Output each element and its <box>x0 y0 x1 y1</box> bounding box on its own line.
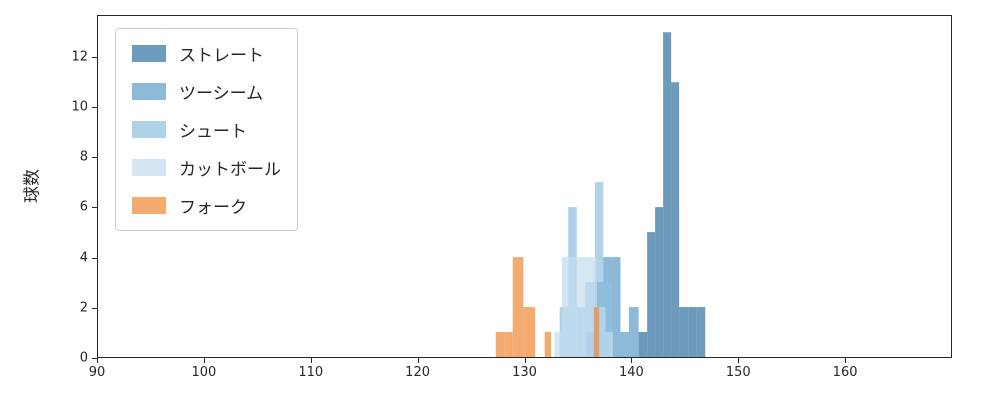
legend-swatch-two-seam <box>132 83 166 100</box>
legend: ストレートツーシームシュートカットボール フォーク <box>115 28 298 231</box>
y-tick-mark <box>92 157 97 158</box>
hist-bar-straight <box>655 207 664 357</box>
hist-bar-cut-ball <box>570 257 579 357</box>
legend-label: フォーク <box>179 198 247 218</box>
hist-bar-fork <box>593 307 600 357</box>
hist-bar-straight <box>679 307 689 357</box>
x-tick-label: 110 <box>298 365 324 380</box>
hist-bar-straight <box>696 307 706 357</box>
hist-bar-fork <box>495 332 505 357</box>
x-tick-label: 140 <box>618 365 644 380</box>
y-tick-mark <box>92 207 97 209</box>
x-tick-label: 90 <box>88 365 106 380</box>
legend-swatch-cut-ball <box>132 159 166 176</box>
x-tick-mark <box>310 358 312 363</box>
hist-bar-shuuto <box>594 182 604 357</box>
hist-bar-cut-ball <box>578 257 588 357</box>
legend-swatch-straight <box>132 45 166 62</box>
bars-layer <box>495 32 706 357</box>
y-tick-label: 8 <box>79 149 88 165</box>
y-tick-label: 10 <box>71 99 88 115</box>
x-tick-mark <box>203 358 205 363</box>
y-tick-label: 12 <box>71 49 88 64</box>
hist-bar-cut-ball <box>554 332 562 357</box>
legend-item-two-seam: ツーシーム <box>132 79 281 104</box>
legend-swatch-fork <box>132 197 166 214</box>
y-tick-label: 4 <box>79 250 88 265</box>
hist-bar-shuuto <box>603 282 612 357</box>
hist-bar-two-seam <box>611 257 621 357</box>
legend-label: ツーシーム <box>179 84 264 104</box>
hist-bar-cut-ball <box>597 307 606 357</box>
hist-bar-cut-ball <box>605 332 613 357</box>
hist-bar-cut-ball <box>587 257 598 357</box>
x-tick-label: 100 <box>191 365 217 380</box>
hist-bar-fork <box>504 332 513 357</box>
legend-label: カットボール <box>179 160 281 180</box>
x-tick-label: 150 <box>725 365 751 380</box>
hist-bar-straight <box>663 32 672 357</box>
legend-label: ストレート <box>179 46 264 66</box>
hist-bar-fork <box>523 307 536 357</box>
legend-swatch-shuuto <box>132 121 166 138</box>
y-tick-mark <box>92 56 97 58</box>
legend-label: シュート <box>179 122 247 142</box>
hist-bar-straight <box>638 332 648 357</box>
hist-bar-two-seam <box>620 332 629 357</box>
y-axis-label: 球数 <box>22 169 43 203</box>
y-tick-mark <box>92 257 97 259</box>
x-tick-label: 130 <box>512 365 537 380</box>
x-tick-label: 120 <box>405 365 431 380</box>
hist-bar-two-seam <box>628 307 639 357</box>
hist-bar-fork <box>544 332 552 357</box>
x-tick-mark <box>845 358 847 363</box>
hist-bar-cut-ball <box>561 257 571 357</box>
x-tick-mark <box>97 358 98 363</box>
hist-bar-fork <box>512 257 524 357</box>
legend-item-fork: フォーク <box>132 193 281 218</box>
x-tick-mark <box>738 358 740 363</box>
hist-bar-straight <box>647 232 656 357</box>
x-tick-mark <box>417 358 419 363</box>
y-tick-label: 0 <box>79 350 88 366</box>
x-tick-mark <box>524 358 526 363</box>
legend-item-straight: ストレート <box>132 41 281 66</box>
y-tick-label: 6 <box>79 199 88 215</box>
legend-item-shuuto: シュート <box>132 117 281 142</box>
y-tick-mark <box>92 358 97 359</box>
y-tick-label: 2 <box>79 300 88 316</box>
legend-item-cut-ball: カットボール <box>132 155 281 180</box>
x-tick-label: 160 <box>832 365 858 380</box>
y-tick-mark <box>92 307 97 309</box>
x-tick-mark <box>631 358 633 363</box>
y-tick-mark <box>92 106 97 108</box>
hist-bar-straight <box>688 307 697 357</box>
hist-bar-straight <box>671 82 680 357</box>
